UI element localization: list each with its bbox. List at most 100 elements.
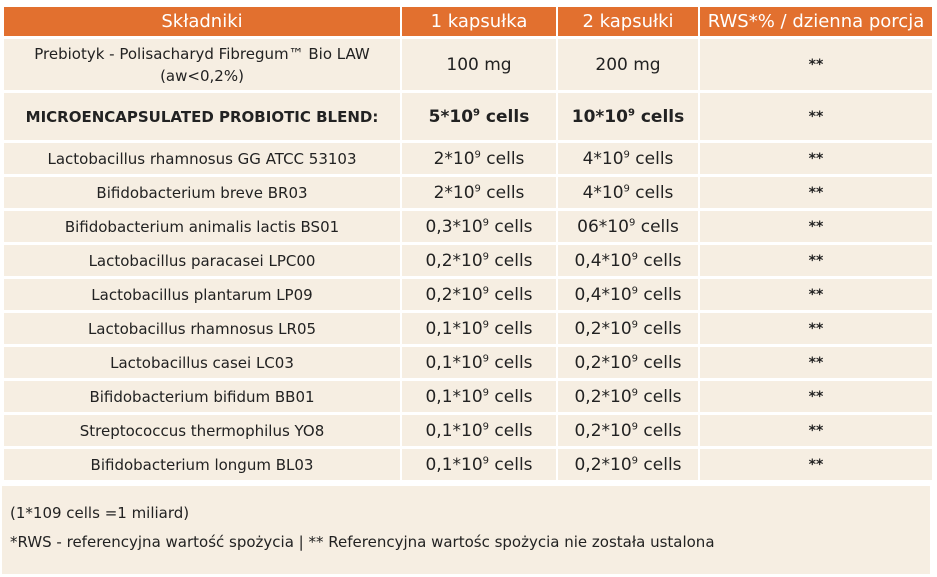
value-base: 0,2*10 (574, 420, 632, 441)
header-ingredients: Składniki (4, 7, 400, 36)
strain-two-capsules: 0,4*109 cells (558, 245, 698, 276)
value-base: 0,2*10 (574, 318, 632, 339)
value-base: 0,3*10 (425, 216, 483, 237)
strain-name: Lactobacillus casei LC03 (4, 347, 400, 378)
value-unit: cells (638, 250, 682, 271)
value-exponent: 9 (482, 386, 490, 398)
value-exponent: 9 (482, 216, 490, 228)
blend-one-post: cells (480, 106, 530, 127)
strain-one-capsule: 0,1*109 cells (402, 347, 556, 378)
value-exponent: 9 (623, 148, 630, 160)
value-base: 0,1*10 (425, 318, 483, 339)
table-row: Lactobacillus rhamnosus LR05 0,1*109 cell… (4, 313, 932, 344)
value-base: 0,2*10 (574, 454, 632, 475)
table-row: Bifidobacterium bifidum BB01 0,1*109 cell… (4, 381, 932, 412)
strain-rws: ** (700, 415, 932, 446)
table-header-row: Składniki 1 kapsułka 2 kapsułki RWS*% / … (4, 7, 932, 36)
value-unit: cells (638, 420, 682, 441)
prebiotic-one-capsule: 100 mg (402, 39, 556, 90)
value-unit: cells (489, 454, 533, 475)
strain-rws: ** (700, 279, 932, 310)
blend-row: MICROENCAPSULATED PROBIOTIC BLEND: 5*109… (4, 93, 932, 140)
strain-one-capsule: 0,2*109 cells (402, 279, 556, 310)
value-base: 0,2*10 (425, 284, 483, 305)
blend-one-exp: 9 (473, 106, 481, 118)
value-base: 4*10 (582, 182, 624, 203)
value-unit: cells (489, 250, 533, 271)
strain-one-capsule: 0,2*109 cells (402, 245, 556, 276)
value-unit: cells (629, 182, 674, 203)
value-exponent: 9 (482, 318, 490, 330)
value-base: 0,2*10 (574, 386, 632, 407)
strain-name: Bifidobacterium animalis lactis BS01 (4, 211, 400, 242)
table-row: Lactobacillus rhamnosus GG ATCC 53103 2*1… (4, 143, 932, 174)
value-exponent: 9 (623, 182, 630, 194)
header-two-capsules: 2 kapsułki (558, 7, 698, 36)
value-exponent: 9 (631, 318, 639, 330)
value-base: 0,1*10 (425, 352, 483, 373)
value-unit: cells (489, 318, 533, 339)
value-base: 0,4*10 (574, 284, 632, 305)
value-exponent: 9 (631, 250, 639, 262)
strain-rws: ** (700, 381, 932, 412)
strain-name: Streptococcus thermophilus YO8 (4, 415, 400, 446)
value-unit: cells (638, 352, 682, 373)
value-exponent: 9 (631, 284, 639, 296)
value-base: 0,1*10 (425, 454, 483, 475)
value-base: 06*10 (577, 216, 629, 237)
blend-two-pre: 10*10 (571, 106, 628, 127)
strain-rws: ** (700, 245, 932, 276)
value-exponent: 9 (482, 420, 490, 432)
value-base: 4*10 (582, 148, 624, 169)
table-row: Bifidobacterium animalis lactis BS01 0,3*… (4, 211, 932, 242)
value-unit: cells (489, 352, 533, 373)
value-exponent: 9 (482, 250, 490, 262)
strain-rws: ** (700, 143, 932, 174)
blend-rws: ** (700, 93, 932, 140)
value-unit: cells (638, 284, 682, 305)
ingredients-table: Składniki 1 kapsułka 2 kapsułki RWS*% / … (2, 4, 934, 483)
value-exponent: 9 (631, 420, 639, 432)
footnotes: (1*109 cells =1 miliard) *RWS - referenc… (2, 486, 930, 574)
value-unit: cells (480, 182, 525, 203)
strain-one-capsule: 0,1*109 cells (402, 415, 556, 446)
value-exponent: 9 (474, 148, 481, 160)
strain-name: Lactobacillus rhamnosus GG ATCC 53103 (4, 143, 400, 174)
prebiotic-two-capsules: 200 mg (558, 39, 698, 90)
strain-name: Lactobacillus paracasei LPC00 (4, 245, 400, 276)
strain-two-capsules: 4*109 cells (558, 143, 698, 174)
strain-one-capsule: 0,1*109 cells (402, 449, 556, 480)
strain-rws: ** (700, 313, 932, 344)
value-exponent: 9 (474, 182, 481, 194)
strain-one-capsule: 0,3*109 cells (402, 211, 556, 242)
strain-two-capsules: 0,2*109 cells (558, 313, 698, 344)
strain-two-capsules: 4*109 cells (558, 177, 698, 208)
value-base: 0,4*10 (574, 250, 632, 271)
strain-two-capsules: 0,2*109 cells (558, 381, 698, 412)
value-unit: cells (489, 284, 533, 305)
value-base: 2*10 (433, 148, 475, 169)
blend-two-capsules: 10*109 cells (558, 93, 698, 140)
footnote-cells-definition: (1*109 cells =1 miliard) (10, 504, 190, 522)
strain-one-capsule: 2*109 cells (402, 143, 556, 174)
strain-rws: ** (700, 211, 932, 242)
value-unit: cells (638, 318, 682, 339)
value-exponent: 9 (628, 216, 636, 228)
value-exponent: 9 (631, 454, 639, 466)
value-exponent: 9 (482, 454, 490, 466)
value-base: 0,2*10 (425, 250, 483, 271)
header-rws: RWS*% / dzienna porcja (700, 7, 932, 36)
value-exponent: 9 (482, 352, 490, 364)
strain-rws: ** (700, 449, 932, 480)
blend-two-exp: 9 (627, 106, 635, 118)
strain-two-capsules: 0,2*109 cells (558, 347, 698, 378)
table-row: Bifidobacterium breve BR03 2*109 cells 4*1… (4, 177, 932, 208)
strain-two-capsules: 0,4*109 cells (558, 279, 698, 310)
strain-name: Bifidobacterium longum BL03 (4, 449, 400, 480)
value-unit: cells (489, 420, 533, 441)
blend-two-post: cells (634, 106, 685, 127)
table-row: Lactobacillus plantarum LP09 0,2*109 cell… (4, 279, 932, 310)
table-row: Lactobacillus casei LC03 0,1*109 cells 0,2… (4, 347, 932, 378)
prebiotic-name-line2: (aw<0,2%) (160, 66, 244, 85)
